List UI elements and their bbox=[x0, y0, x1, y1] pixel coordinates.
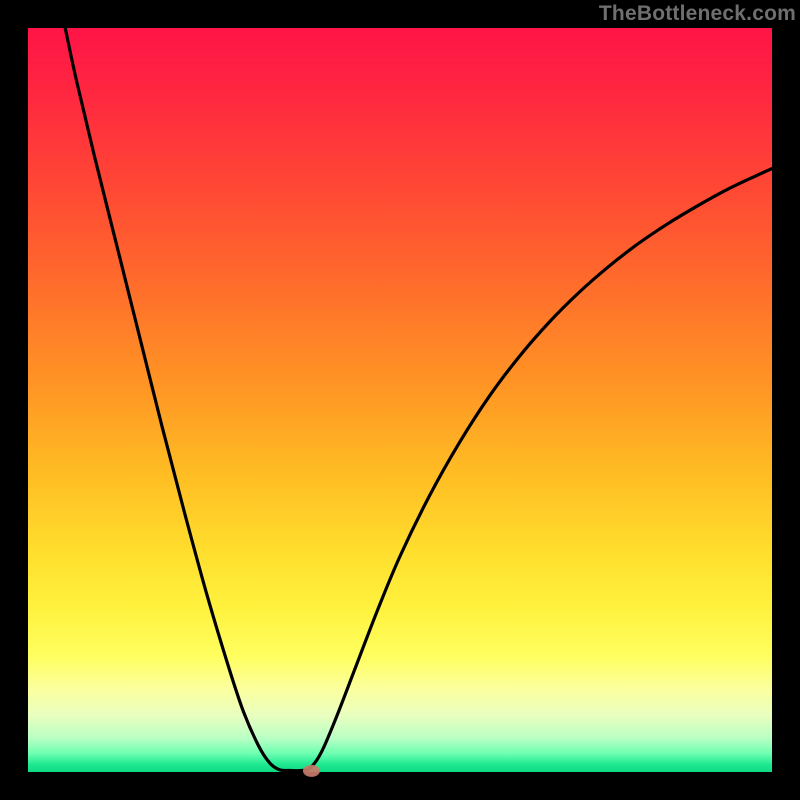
bottleneck-chart bbox=[0, 0, 800, 800]
chart-container: TheBottleneck.com bbox=[0, 0, 800, 800]
chart-plot-area bbox=[28, 28, 772, 772]
watermark-text: TheBottleneck.com bbox=[599, 2, 796, 26]
optimal-point-marker bbox=[303, 765, 320, 777]
